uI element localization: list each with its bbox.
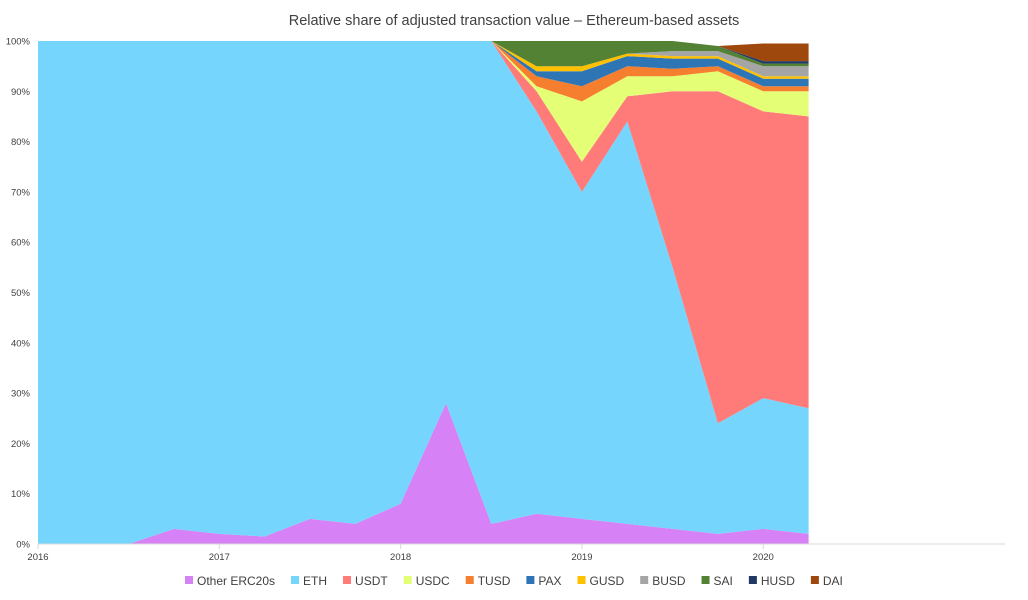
legend-item-busd: BUSD <box>640 574 686 588</box>
legend-label: USDT <box>355 574 388 588</box>
legend-item-eth: ETH <box>291 574 327 588</box>
y-tick-label: 20% <box>11 439 31 450</box>
legend-label: Other ERC20s <box>197 574 275 588</box>
y-axis: 0% 10% 20% 30% 40% 50% 60% 70% 80% 90% 100% <box>6 37 31 551</box>
area-eth <box>38 41 809 544</box>
area-usdt <box>38 41 809 424</box>
legend-swatch <box>810 576 819 584</box>
y-tick-label: 0% <box>16 540 30 551</box>
y-tick-label: 100% <box>6 37 31 48</box>
legend-label: BUSD <box>652 574 686 588</box>
legend-swatch <box>465 576 474 584</box>
legend-swatch <box>577 576 586 584</box>
legend-label: SAI <box>714 574 733 588</box>
legend-label: GUSD <box>590 574 625 588</box>
y-tick-label: 90% <box>11 87 31 98</box>
legend-item-dai: DAI <box>810 574 843 588</box>
legend-item-sai: SAI <box>701 574 733 588</box>
y-tick-label: 40% <box>11 338 31 349</box>
legend-label: ETH <box>303 574 327 588</box>
x-tick-label: 2017 <box>209 552 230 563</box>
legend-item-gusd: GUSD <box>577 574 625 588</box>
legend-swatch <box>403 576 412 584</box>
area-other-erc20s <box>38 403 809 544</box>
x-tick-label: 2019 <box>571 552 592 563</box>
legend-label: TUSD <box>478 574 511 588</box>
legend-label: DAI <box>823 574 843 588</box>
legend-item-pax: PAX <box>526 574 562 588</box>
legend-swatch <box>701 576 710 584</box>
area-sai <box>38 41 809 67</box>
legend-item-husd: HUSD <box>748 574 795 588</box>
y-tick-label: 30% <box>11 389 31 400</box>
area-tusd <box>38 41 809 102</box>
chart-title: Relative share of adjusted transaction v… <box>289 13 740 29</box>
x-tick-label: 2018 <box>390 552 411 563</box>
legend-swatch <box>748 576 757 584</box>
x-tick-label: 2016 <box>27 552 48 563</box>
area-pax <box>38 41 809 87</box>
y-tick-label: 80% <box>11 137 31 148</box>
x-axis: 2016 2017 2018 2019 2020 <box>27 544 774 563</box>
legend: Other ERC20s ETH USDT USDC TUSD PAX GUSD BUSD SA… <box>185 574 843 588</box>
legend-item-usdc: USDC <box>403 574 450 588</box>
y-tick-label: 70% <box>11 187 31 198</box>
y-tick-label: 50% <box>11 288 31 299</box>
legend-swatch <box>343 576 352 584</box>
legend-swatch <box>640 576 649 584</box>
legend-swatch <box>185 576 193 584</box>
legend-swatch <box>526 576 535 584</box>
plot-area <box>38 41 809 544</box>
x-tick-label: 2020 <box>753 552 774 563</box>
legend-label: PAX <box>538 574 561 588</box>
legend-item-tusd: TUSD <box>465 574 511 588</box>
legend-swatch <box>291 576 300 584</box>
legend-label: USDC <box>416 574 450 588</box>
legend-item-other-erc20s: Other ERC20s <box>185 574 275 588</box>
y-tick-label: 60% <box>11 238 31 249</box>
legend-label: HUSD <box>761 574 795 588</box>
legend-item-usdt: USDT <box>343 574 388 588</box>
y-tick-label: 10% <box>11 489 31 500</box>
